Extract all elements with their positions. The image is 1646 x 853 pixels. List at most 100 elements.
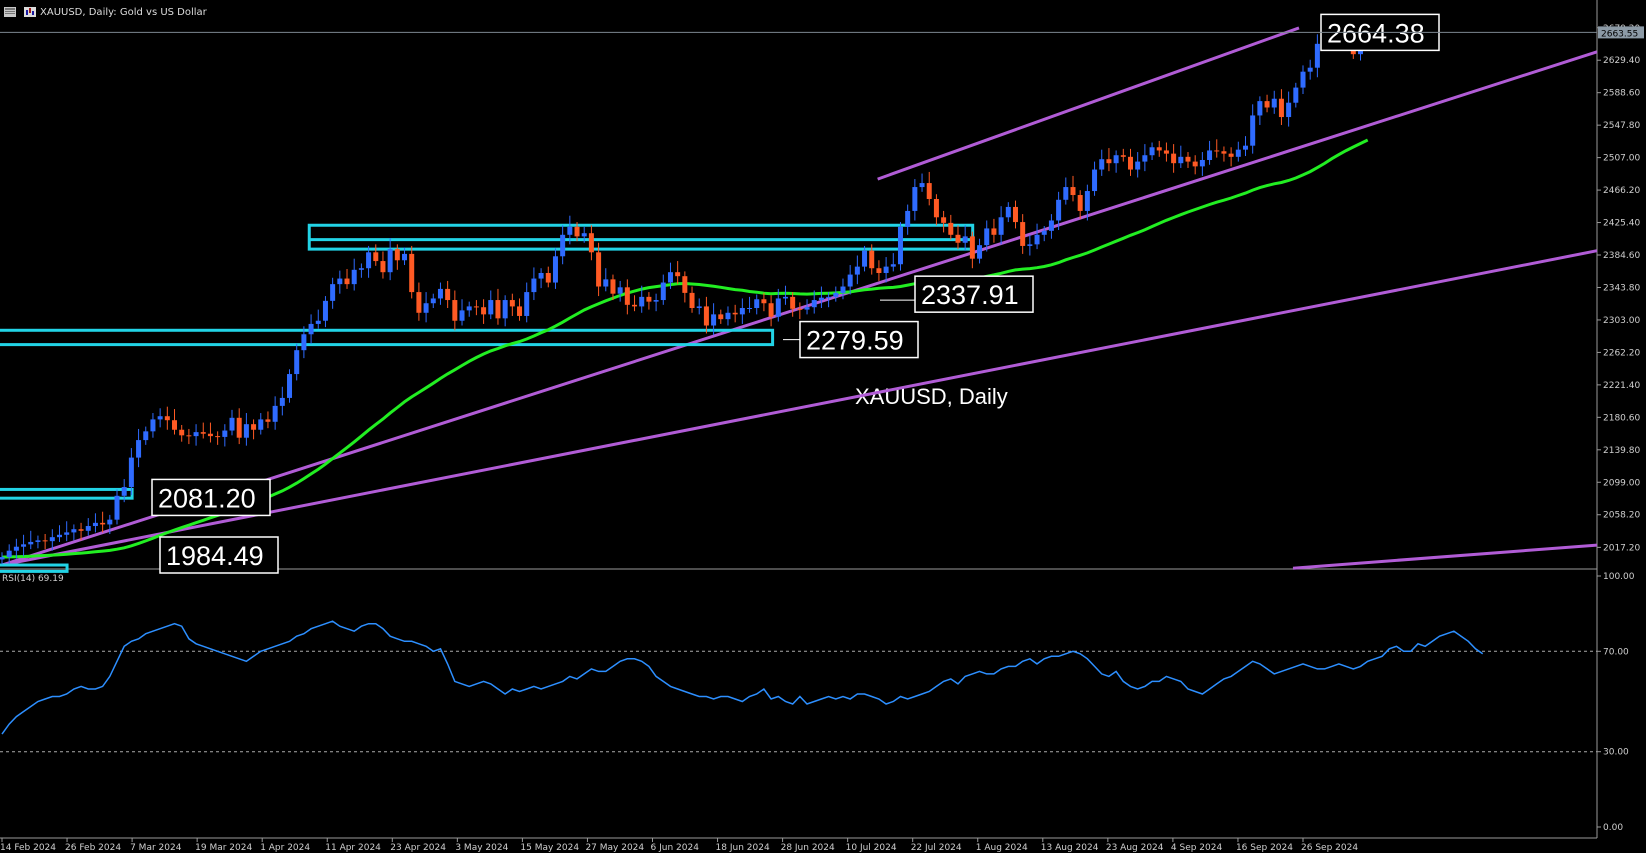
time-tick-label: 19 Mar 2024 (195, 843, 252, 853)
candle-body (883, 266, 889, 273)
candle (315, 309, 321, 329)
rsi-line (1, 620, 1484, 735)
candle-body (1293, 87, 1299, 103)
candle (1142, 144, 1148, 172)
candle (200, 422, 206, 439)
watermark: XAUUSD, Daily (855, 384, 1008, 409)
candle (466, 301, 472, 317)
candle-body (473, 306, 479, 308)
candle-body (897, 226, 903, 265)
candle-body (1142, 155, 1148, 162)
candle-body (322, 300, 328, 321)
candle (229, 409, 235, 436)
candle (222, 424, 228, 447)
time-tick-label: 1 Aug 2024 (976, 843, 1028, 853)
candle-body (402, 253, 408, 261)
candle (862, 245, 868, 272)
candle-body (287, 374, 293, 398)
candle-body (351, 269, 357, 285)
candle-body (1070, 187, 1076, 196)
candle-body (718, 314, 724, 320)
candle-body (481, 307, 487, 315)
candle (782, 285, 788, 305)
candle-body (164, 416, 170, 421)
candle (919, 173, 925, 192)
candle (35, 535, 41, 549)
candle (703, 296, 709, 334)
candle-body (660, 282, 666, 301)
chart-type-icon[interactable] (24, 7, 36, 17)
candle-body (876, 268, 882, 273)
candle (998, 206, 1004, 245)
candle (1228, 147, 1234, 167)
candle-body (538, 272, 544, 279)
candle-body (495, 300, 501, 319)
candle-body (0, 557, 5, 560)
candle (667, 262, 673, 289)
candle-body (775, 298, 781, 317)
candle-body (703, 306, 709, 326)
candle (747, 296, 753, 313)
candle (739, 298, 745, 324)
candle-body (28, 541, 34, 545)
candle-body (1171, 153, 1177, 164)
candle (653, 293, 659, 312)
candle (632, 295, 638, 312)
candle (1084, 184, 1090, 221)
candle (1156, 140, 1162, 157)
candle (1214, 139, 1220, 158)
candle-body (136, 440, 142, 458)
candle-body (35, 540, 41, 542)
candle-body (610, 279, 616, 294)
candle (804, 299, 810, 315)
candle-body (1286, 102, 1292, 118)
candle-body (330, 284, 336, 301)
candle-body (1242, 145, 1248, 150)
candle (883, 257, 889, 283)
time-tick-label: 26 Feb 2024 (65, 843, 121, 853)
time-tick-label: 15 May 2024 (520, 843, 579, 853)
window-menu-icon[interactable] (4, 7, 16, 17)
candle (984, 220, 990, 252)
candle (85, 518, 91, 536)
candle-body (941, 217, 947, 223)
rsi-tick-label: 100.00 (1603, 572, 1635, 582)
candle (1127, 148, 1133, 176)
candle-body (933, 198, 939, 218)
candle-body (502, 300, 508, 319)
candle (905, 204, 911, 235)
candle (100, 511, 106, 533)
candle (574, 222, 580, 242)
candle (926, 171, 932, 206)
candle (818, 286, 824, 309)
candle (768, 295, 774, 327)
candle-body (1063, 187, 1069, 200)
candle-body (243, 424, 249, 438)
price-label-box: 2279.59 (799, 320, 919, 359)
candle (272, 396, 278, 430)
candle-body (689, 292, 695, 309)
candle (790, 292, 796, 317)
price-tick-label: 2221.40 (1603, 381, 1640, 391)
candle-body (948, 222, 954, 235)
candle (646, 292, 652, 310)
rsi-label: RSI(14) 69.19 (2, 574, 64, 584)
time-tick-label: 16 Sep 2024 (1236, 843, 1293, 853)
candle-body (394, 249, 400, 261)
price-label-boxes: 2664.38 2337.91 2279.59 2081.20 1984.49 (151, 13, 1440, 574)
candle (13, 538, 19, 559)
candle-body (1264, 101, 1270, 108)
candle-body (1092, 169, 1098, 192)
time-tick-label: 1 Apr 2024 (260, 843, 310, 853)
candle (761, 292, 767, 312)
candle-body (172, 420, 178, 430)
rsi-tick-label: 0.00 (1603, 823, 1623, 833)
candle (287, 369, 293, 403)
candle (588, 225, 594, 261)
candle-body (1048, 220, 1054, 231)
candle (538, 268, 544, 289)
candle (71, 524, 77, 541)
price-label-text: 2081.20 (158, 483, 256, 513)
candle-body (301, 334, 307, 351)
